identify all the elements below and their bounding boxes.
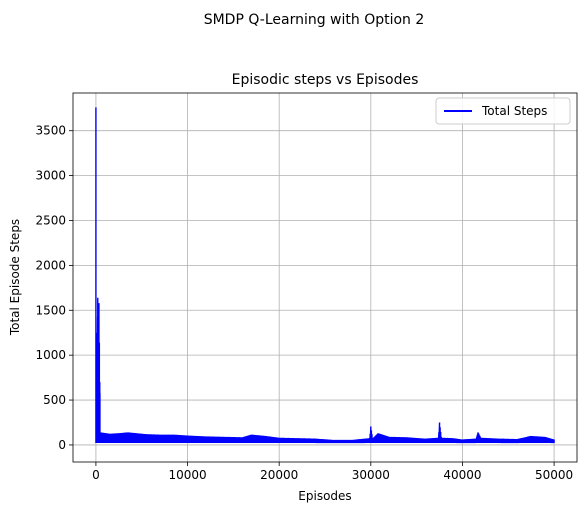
grid-lines bbox=[73, 93, 577, 462]
series-line-total-steps bbox=[95, 107, 555, 444]
y-tick-label: 3000 bbox=[35, 169, 66, 183]
y-axis-ticks: 0 500 1000 1500 2000 2500 3000 3500 bbox=[35, 124, 73, 452]
y-tick-label: 1500 bbox=[35, 303, 66, 317]
x-tick-label: 0 bbox=[92, 468, 100, 482]
plot-frame bbox=[72, 92, 578, 463]
chart-title: Episodic steps vs Episodes bbox=[232, 72, 419, 88]
y-tick-label: 0 bbox=[58, 438, 66, 452]
legend-box bbox=[435, 97, 571, 125]
figure-suptitle: SMDP Q-Learning with Option 2 bbox=[204, 12, 425, 28]
x-axis-ticks: 0 10000 20000 30000 40000 50000 bbox=[92, 462, 573, 482]
x-tick-label: 20000 bbox=[260, 468, 298, 482]
legend-label: Total Steps bbox=[481, 104, 547, 118]
x-tick-label: 50000 bbox=[535, 468, 573, 482]
x-tick-label: 40000 bbox=[443, 468, 481, 482]
legend: Total Steps bbox=[435, 97, 571, 125]
y-tick-label: 2000 bbox=[35, 258, 66, 272]
series-total-steps bbox=[95, 107, 555, 444]
x-tick-label: 30000 bbox=[352, 468, 390, 482]
y-tick-label: 2500 bbox=[35, 213, 66, 227]
y-tick-label: 1000 bbox=[35, 348, 66, 362]
x-axis-label: Episodes bbox=[298, 489, 351, 503]
y-tick-label: 500 bbox=[43, 393, 66, 407]
y-axis-label: Total Episode Steps bbox=[8, 219, 22, 336]
y-tick-label: 3500 bbox=[35, 124, 66, 138]
x-tick-label: 10000 bbox=[168, 468, 206, 482]
